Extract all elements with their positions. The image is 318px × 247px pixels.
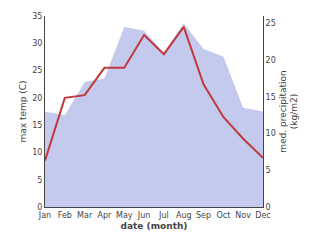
svg-text:10: 10: [32, 148, 42, 157]
svg-text:35: 35: [32, 12, 42, 21]
svg-text:0: 0: [266, 203, 271, 212]
svg-text:5: 5: [37, 176, 42, 185]
svg-text:max temp (C): max temp (C): [18, 80, 28, 142]
svg-text:May: May: [116, 211, 133, 220]
svg-text:25: 25: [266, 19, 276, 28]
svg-text:Oct: Oct: [216, 211, 230, 220]
svg-text:20: 20: [32, 94, 42, 103]
svg-text:date (month): date (month): [121, 221, 188, 231]
svg-text:Jul: Jul: [158, 211, 169, 220]
svg-text:10: 10: [266, 129, 276, 138]
svg-text:5: 5: [266, 166, 271, 175]
svg-text:Sep: Sep: [196, 211, 211, 220]
svg-text:0: 0: [37, 203, 42, 212]
svg-text:Aug: Aug: [176, 211, 192, 220]
svg-text:25: 25: [32, 66, 42, 75]
svg-text:15: 15: [32, 121, 42, 130]
svg-text:15: 15: [266, 93, 276, 102]
svg-text:Mar: Mar: [77, 211, 93, 220]
svg-text:Nov: Nov: [235, 211, 251, 220]
svg-text:Jan: Jan: [38, 211, 51, 220]
svg-text:Apr: Apr: [98, 211, 113, 220]
svg-text:Jun: Jun: [137, 211, 151, 220]
svg-text:Feb: Feb: [58, 211, 72, 220]
svg-text:30: 30: [32, 39, 42, 48]
svg-text:20: 20: [266, 56, 276, 65]
svg-text:Dec: Dec: [255, 211, 270, 220]
svg-text:med. precipitation(kg/m2): med. precipitation(kg/m2): [278, 70, 300, 152]
